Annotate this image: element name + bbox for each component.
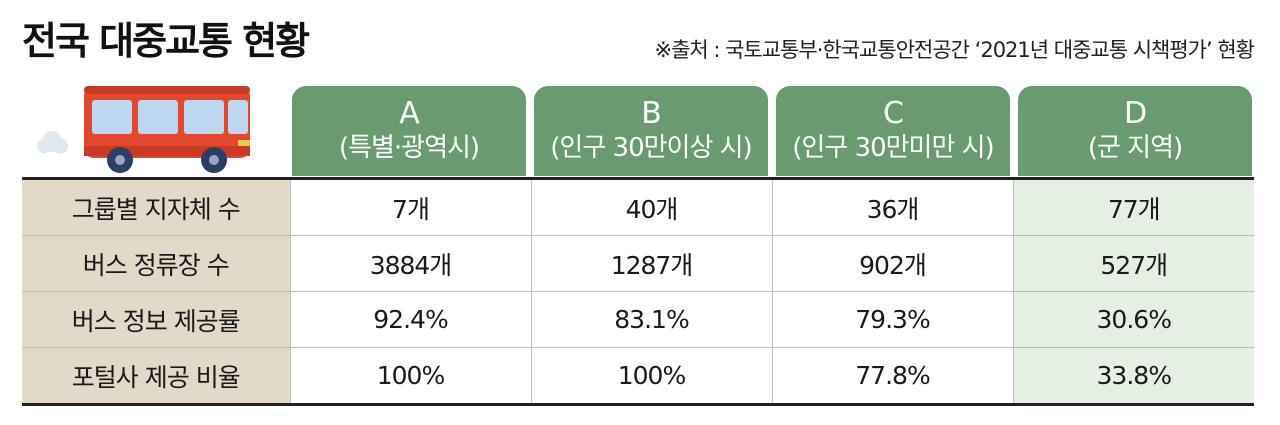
- column-letter: A: [399, 96, 420, 131]
- table-cell: 83.1%: [530, 291, 772, 348]
- bus-icon: [37, 86, 250, 173]
- table-cell: 100%: [289, 347, 531, 406]
- column-header-c: C (인구 30만미만 시): [776, 86, 1010, 176]
- column-desc: (군 지역): [1087, 133, 1183, 163]
- column-letter: C: [883, 96, 904, 131]
- column-desc: (인구 30만미만 시): [792, 133, 994, 163]
- column-desc: (인구 30만이상 시): [550, 133, 752, 163]
- table-row: 버스 정류장 수 3884개 1287개 902개 527개: [22, 235, 1254, 292]
- table-cell: 36개: [771, 177, 1013, 236]
- table-row: 버스 정보 제공률 92.4% 83.1% 79.3% 30.6%: [22, 291, 1254, 348]
- table-cell: 1287개: [530, 235, 772, 292]
- table-cell: 92.4%: [289, 291, 531, 348]
- table-row: 그룹별 지자체 수 7개 40개 36개 77개: [22, 177, 1254, 236]
- column-header-a: A (특별·광역시): [292, 86, 526, 176]
- column-letter: D: [1123, 96, 1147, 131]
- table-cell: 100%: [530, 347, 772, 406]
- column-header-d: D (군 지역): [1018, 86, 1252, 176]
- table-cell: 3884개: [289, 235, 531, 292]
- row-label: 버스 정류장 수: [22, 235, 290, 292]
- column-desc: (특별·광역시): [338, 133, 480, 163]
- row-label: 그룹별 지자체 수: [22, 177, 290, 236]
- row-label: 포털사 제공 비율: [22, 347, 290, 406]
- page-title: 전국 대중교통 현황: [22, 19, 310, 63]
- column-letter: B: [641, 96, 662, 131]
- table-cell: 77.8%: [771, 347, 1013, 406]
- source-note: ※출처 : 국토교통부·한국교통안전공간 ‘2021년 대중교통 시책평가’ 현…: [654, 38, 1255, 62]
- table-cell: 7개: [289, 177, 531, 236]
- table-cell: 79.3%: [771, 291, 1013, 348]
- table-cell: 902개: [771, 235, 1013, 292]
- table-cell: 30.6%: [1012, 291, 1254, 348]
- column-header-b: B (인구 30만이상 시): [534, 86, 768, 176]
- table-cell: 77개: [1012, 177, 1254, 236]
- table-cell: 527개: [1012, 235, 1254, 292]
- table-cell: 40개: [530, 177, 772, 236]
- row-label: 버스 정보 제공률: [22, 291, 290, 348]
- column-headers: A (특별·광역시) B (인구 30만이상 시) C (인구 30만미만 시)…: [292, 86, 1252, 176]
- transit-table: 그룹별 지자체 수 7개 40개 36개 77개 버스 정류장 수 3884개 …: [22, 177, 1254, 406]
- table-cell: 33.8%: [1012, 347, 1254, 406]
- table-row: 포털사 제공 비율 100% 100% 77.8% 33.8%: [22, 347, 1254, 406]
